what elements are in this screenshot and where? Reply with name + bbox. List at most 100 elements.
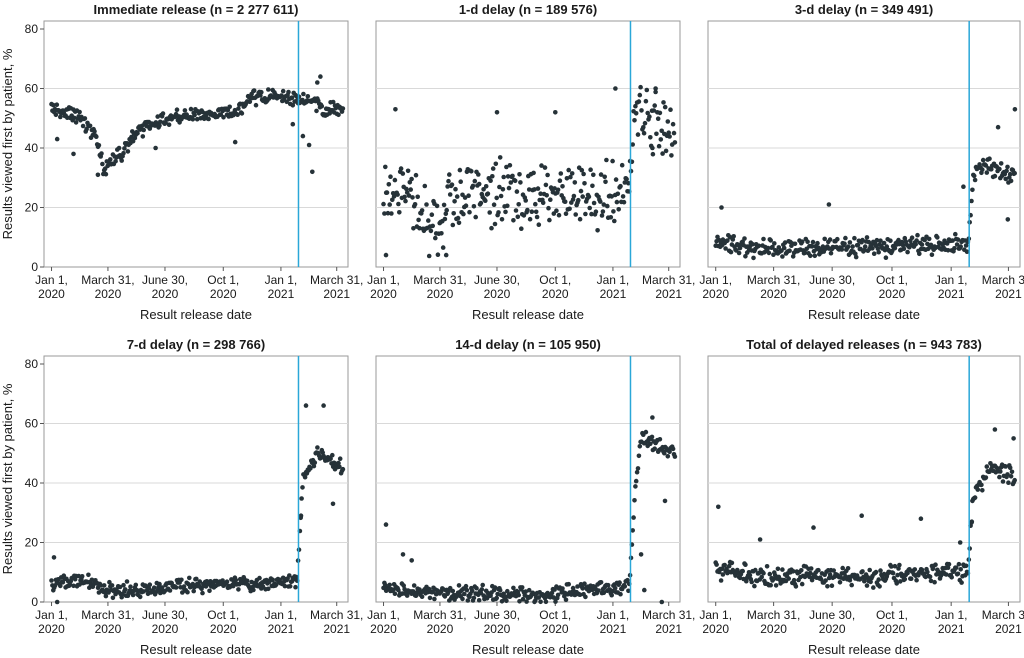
data-point bbox=[650, 151, 656, 157]
data-point bbox=[912, 567, 918, 572]
data-point bbox=[192, 584, 197, 590]
data-point bbox=[300, 485, 305, 490]
plot-frame bbox=[375, 20, 681, 268]
data-point bbox=[153, 145, 158, 151]
data-point bbox=[667, 449, 672, 455]
data-point bbox=[925, 241, 930, 247]
data-point bbox=[257, 575, 262, 581]
x-tick-label-year: 2020 bbox=[370, 622, 397, 636]
data-point bbox=[385, 210, 391, 216]
data-point bbox=[498, 193, 504, 199]
data-point bbox=[925, 569, 930, 575]
data-point bbox=[598, 172, 604, 177]
data-point bbox=[456, 220, 462, 226]
data-point bbox=[58, 114, 63, 120]
data-point bbox=[94, 134, 99, 139]
data-point bbox=[870, 246, 875, 251]
data-point bbox=[619, 162, 625, 168]
data-point bbox=[305, 94, 311, 99]
data-point bbox=[728, 249, 734, 255]
data-point bbox=[791, 577, 797, 583]
data-point bbox=[166, 122, 172, 127]
data-point bbox=[751, 255, 756, 261]
data-point bbox=[517, 172, 522, 177]
x-axis-label: Result release date bbox=[140, 307, 252, 322]
data-point bbox=[457, 167, 463, 173]
data-point bbox=[634, 469, 640, 475]
data-point bbox=[531, 591, 536, 597]
data-point bbox=[808, 570, 813, 576]
data-point bbox=[96, 143, 102, 148]
data-point bbox=[299, 496, 304, 501]
x-tick-label: March 31, bbox=[642, 608, 695, 622]
data-point bbox=[877, 584, 882, 589]
data-point bbox=[476, 172, 481, 177]
data-point bbox=[504, 164, 509, 170]
data-point bbox=[554, 208, 559, 213]
data-point bbox=[638, 552, 644, 557]
x-tick-label-year: 2021 bbox=[938, 622, 965, 636]
data-point bbox=[642, 120, 648, 126]
data-point bbox=[49, 578, 54, 583]
data-point bbox=[1005, 472, 1010, 477]
data-point bbox=[896, 237, 901, 243]
y-tick-label: 20 bbox=[25, 201, 39, 215]
data-point bbox=[655, 116, 661, 121]
x-axis-label: Result release date bbox=[472, 307, 584, 322]
data-point bbox=[182, 108, 188, 113]
y-axis-label: Results viewed first by patient, % bbox=[0, 383, 15, 574]
data-point bbox=[604, 157, 609, 163]
data-point bbox=[950, 238, 955, 243]
data-point bbox=[521, 213, 527, 218]
data-point bbox=[622, 180, 628, 185]
data-point bbox=[383, 164, 388, 170]
data-point bbox=[401, 583, 407, 588]
data-point bbox=[460, 596, 465, 602]
data-point bbox=[158, 119, 163, 125]
data-point bbox=[878, 568, 883, 573]
plot-frame bbox=[43, 20, 349, 268]
data-point bbox=[587, 205, 592, 211]
data-point bbox=[582, 581, 587, 586]
data-point bbox=[650, 145, 655, 151]
data-point bbox=[997, 474, 1002, 480]
data-point bbox=[609, 592, 614, 598]
x-tick-label-year: 2020 bbox=[427, 622, 454, 636]
data-point bbox=[953, 231, 958, 237]
data-point bbox=[552, 186, 557, 191]
data-point bbox=[895, 572, 900, 578]
data-point bbox=[638, 84, 643, 90]
data-point bbox=[771, 252, 776, 257]
data-point bbox=[842, 241, 847, 246]
data-point bbox=[400, 171, 406, 176]
data-point bbox=[775, 566, 781, 572]
data-point bbox=[987, 156, 992, 161]
data-point bbox=[896, 566, 901, 571]
data-point bbox=[487, 210, 493, 215]
data-point bbox=[847, 578, 853, 583]
data-point bbox=[395, 192, 400, 197]
data-point bbox=[488, 178, 493, 183]
data-point bbox=[321, 403, 326, 408]
data-point bbox=[567, 206, 572, 212]
data-point bbox=[235, 112, 240, 117]
data-point bbox=[888, 238, 893, 243]
data-point bbox=[572, 180, 578, 185]
data-point bbox=[516, 202, 521, 207]
data-point bbox=[71, 151, 76, 157]
data-point bbox=[1011, 436, 1016, 441]
data-point bbox=[489, 225, 494, 231]
panel-title: 3-d delay (n = 349 491) bbox=[795, 2, 933, 17]
data-point bbox=[494, 595, 500, 601]
data-point bbox=[101, 583, 107, 588]
data-point bbox=[336, 460, 341, 466]
panel-title: Immediate release (n = 2 277 611) bbox=[94, 2, 299, 17]
data-point bbox=[384, 190, 390, 195]
data-point bbox=[419, 594, 425, 599]
data-point bbox=[613, 177, 619, 182]
data-point bbox=[802, 250, 808, 255]
data-point bbox=[519, 226, 524, 231]
x-tick-label-year: 2020 bbox=[370, 287, 397, 301]
data-point bbox=[315, 445, 320, 450]
